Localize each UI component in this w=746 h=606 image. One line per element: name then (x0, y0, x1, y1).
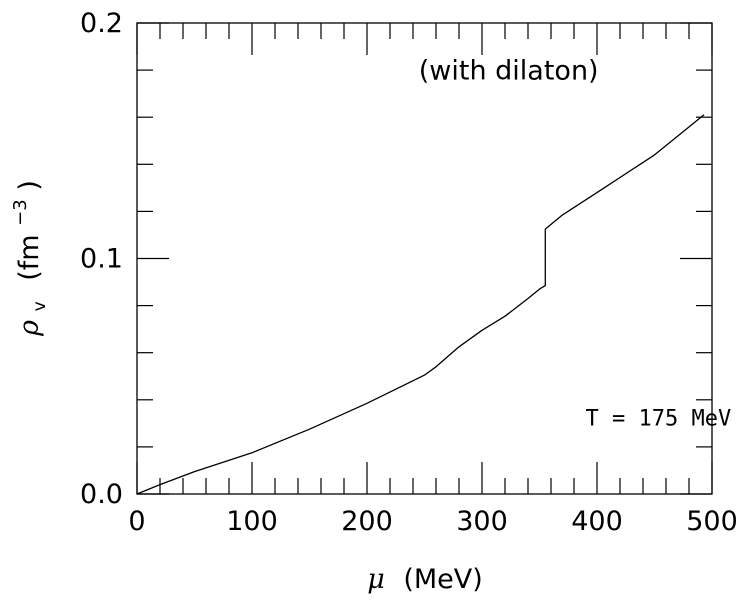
x-tick-label: 500 (686, 506, 738, 537)
x-axis-label: μ (MeV) (367, 564, 483, 595)
tick-labels-group: 0 100 200 300 400 500 0.0 0.1 0.2 (80, 8, 738, 537)
y-tick-label: 0.0 (80, 479, 123, 510)
x-tick-label: 300 (456, 506, 508, 537)
x-tick-label: 100 (226, 506, 278, 537)
x-axis-unit: (MeV) (403, 564, 482, 595)
y-tick-label: 0.1 (80, 244, 123, 275)
x-axis-symbol: μ (367, 564, 385, 595)
annotations-group: (with dilaton) T = 175 MeV (419, 56, 731, 432)
x-tick-label: 200 (341, 506, 393, 537)
y-axis-symbol: ρ (14, 320, 45, 337)
annotation-with-dilaton: (with dilaton) (419, 56, 599, 87)
y-axis-unit-close: ) (14, 180, 45, 191)
y-axis-label: ρ v (fm −3 ) (2, 180, 52, 337)
y-tick-label: 0.2 (80, 8, 123, 39)
y-axis-subscript: v (30, 301, 50, 311)
x-tick-label: 400 (571, 506, 623, 537)
y-axis-unit-base: (fm (14, 234, 45, 280)
annotation-temperature: T = 175 MeV (586, 407, 732, 432)
y-axis-unit-exponent: −3 (10, 199, 31, 226)
x-tick-label: 0 (128, 506, 145, 537)
ticks-group (136, 22, 713, 495)
series-line (136, 114, 705, 495)
series-group (136, 114, 705, 495)
